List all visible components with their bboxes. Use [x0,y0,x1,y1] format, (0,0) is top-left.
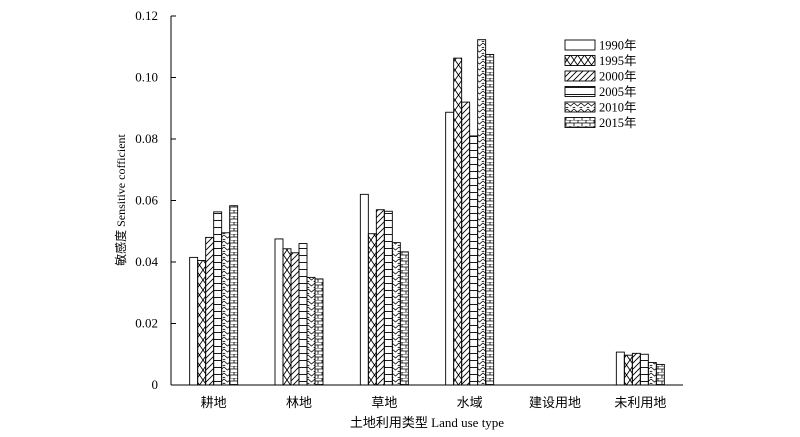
legend-label: 2015年 [599,116,637,130]
bar-5-2 [631,352,641,386]
bar-1-3 [298,243,308,386]
y-tick-label: 0.12 [135,8,158,23]
bar-0-5 [229,205,239,386]
bar-1-4 [306,276,316,386]
x-axis-label: 土地利用类型 Land use type [350,415,504,430]
x-tick-label: 草地 [371,395,397,410]
legend-label: 2010年 [599,101,637,115]
bars [189,39,665,386]
legend-swatch [564,55,596,66]
bar-1-2 [290,252,300,386]
bar-5-3 [639,353,649,386]
bar-5-1 [623,354,633,386]
y-tick-label: 0.08 [135,131,158,146]
bar-2-4 [391,242,401,386]
bar-0-2 [205,236,215,386]
legend-label: 1990年 [599,39,637,53]
legend-swatch [564,39,596,51]
y-tick-label: 0.04 [135,254,158,269]
bar-2-3 [383,210,393,386]
bar-0-3 [213,211,223,386]
bar-1-5 [314,278,324,386]
bar-5-5 [655,363,665,386]
bar-1-1 [282,248,292,386]
x-tick-label: 耕地 [201,395,227,410]
x-tick-label: 建设用地 [529,395,581,410]
bar-0-4 [221,232,231,386]
legend-swatch [564,86,596,97]
bar-3-1 [453,57,463,386]
bar-3-3 [469,135,479,386]
bar-3-4 [477,39,487,386]
y-tick-label: 0.10 [135,70,158,85]
y-tick-label: 0.02 [135,316,158,331]
y-axis-label: 敏感度 Sensitive cofficient [113,133,128,265]
bar-0-1 [197,260,207,386]
bar-2-0 [359,193,369,386]
bar-2-1 [367,233,377,386]
legend-label: 1995年 [599,54,637,68]
legend-label: 2005年 [599,85,637,99]
legend-label: 2000年 [599,70,637,84]
bar-2-5 [399,251,409,386]
x-tick-label: 林地 [286,395,312,410]
x-tick-label: 水域 [457,395,483,410]
legend-swatch [564,117,596,128]
bar-3-2 [461,101,471,386]
y-tick-label: 0 [152,377,159,392]
bar-5-0 [615,351,625,386]
y-tick-label: 0.06 [135,193,158,208]
x-tick-label: 未利用地 [614,395,666,410]
bar-3-5 [485,53,495,386]
bar-0-0 [189,256,199,386]
bar-5-4 [647,362,657,386]
bar-2-2 [375,209,385,386]
legend-swatch [564,101,596,113]
legend-swatch [564,70,596,82]
bar-3-0 [445,111,455,386]
x-axis-ticks: 耕地 林地 草地 水域 建设用地 未利用地 [201,395,667,410]
bar-1-0 [274,238,284,386]
y-axis-ticks: 0 0.02 0.04 0.06 0.08 0.10 0.12 [135,8,176,392]
